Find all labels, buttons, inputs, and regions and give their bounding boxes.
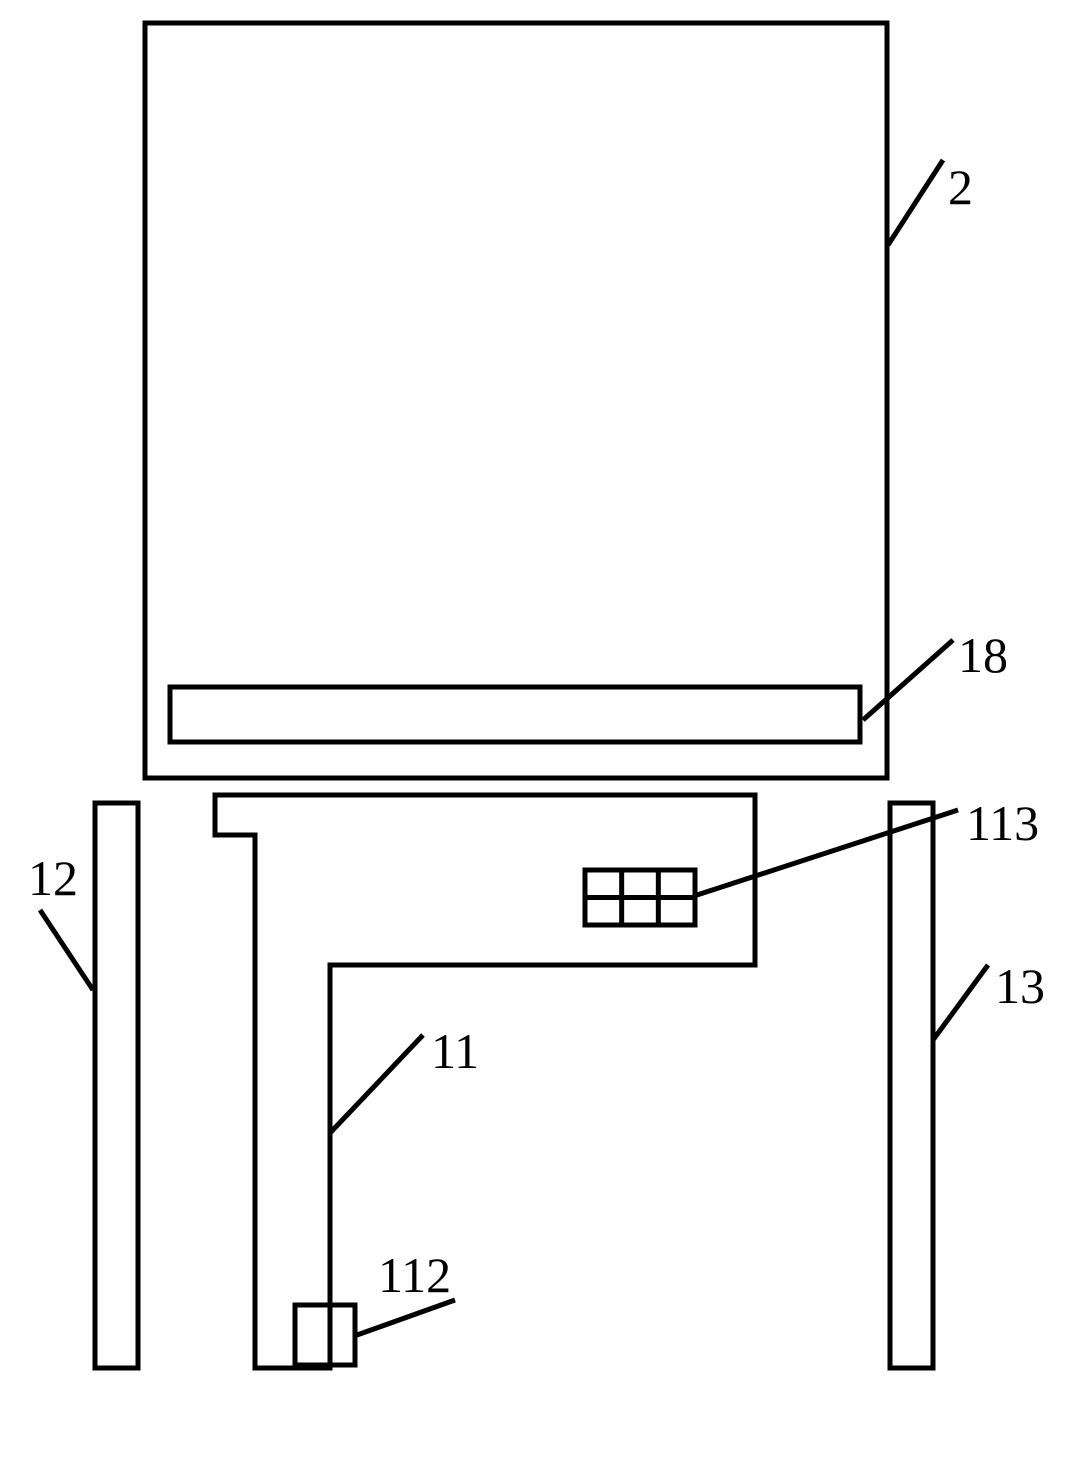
label-l13: 13 — [995, 958, 1045, 1014]
part-11 — [215, 795, 755, 1368]
label-l112: 112 — [378, 1247, 451, 1303]
label-l2: 2 — [948, 159, 973, 215]
leader-l12 — [40, 910, 93, 990]
leader-l112 — [357, 1300, 455, 1335]
part-13 — [890, 803, 933, 1368]
part-112 — [295, 1305, 355, 1365]
leader-l113 — [697, 810, 958, 895]
leader-l13 — [933, 965, 988, 1040]
leader-l11 — [330, 1035, 423, 1133]
label-l113: 113 — [966, 795, 1039, 851]
label-l18: 18 — [958, 627, 1008, 683]
leader-l2 — [888, 160, 943, 245]
label-l11: 11 — [431, 1023, 479, 1079]
part-12 — [95, 803, 138, 1368]
part-18 — [170, 687, 860, 742]
leader-l18 — [863, 640, 953, 720]
part-2 — [145, 23, 887, 778]
label-l12: 12 — [28, 850, 78, 906]
